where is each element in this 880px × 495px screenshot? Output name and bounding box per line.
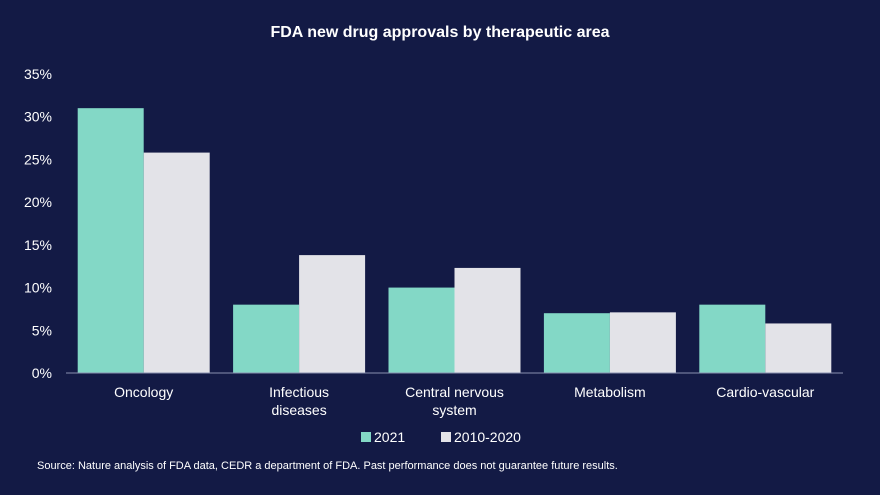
bar-series2 (609, 312, 676, 373)
y-axis-ticks: 0% 5% 10% 15% 20% 25% 30% 35% (24, 66, 52, 381)
bar-series2 (143, 152, 210, 373)
y-tick-label: 5% (32, 322, 52, 338)
category-label: Metabolism (574, 384, 646, 400)
y-tick-label: 0% (32, 365, 52, 381)
category-label: Cardio-vascular (716, 384, 814, 400)
y-tick-label: 30% (24, 109, 52, 125)
bar-series1 (77, 108, 144, 374)
y-tick-label: 20% (24, 194, 52, 210)
legend: 2021 2010-2020 (361, 429, 521, 445)
bar-series1 (388, 287, 455, 373)
chart-title: FDA new drug approvals by therapeutic ar… (270, 24, 609, 41)
y-tick-label: 15% (24, 237, 52, 253)
bars (77, 108, 832, 374)
bar-series2 (454, 267, 521, 373)
legend-swatch (361, 432, 371, 442)
y-tick-label: 10% (24, 280, 52, 296)
legend-label: 2010-2020 (454, 429, 521, 445)
category-label: Oncology (114, 384, 173, 400)
bar-series1 (699, 304, 766, 373)
bar-series2 (299, 255, 366, 373)
category-labels: Oncology Infectious diseases Central nervou… (114, 384, 815, 418)
bar-series1 (233, 304, 300, 373)
legend-swatch (441, 432, 451, 442)
y-tick-label: 25% (24, 151, 52, 167)
bar-series1 (543, 313, 610, 373)
legend-label: 2021 (374, 429, 405, 445)
y-tick-label: 35% (24, 66, 52, 82)
category-label: Central nervous system (405, 384, 504, 418)
bar-series2 (765, 323, 832, 373)
source-note: Source: Nature analysis of FDA data, CED… (37, 460, 618, 472)
category-label: Infectious diseases (269, 384, 329, 418)
